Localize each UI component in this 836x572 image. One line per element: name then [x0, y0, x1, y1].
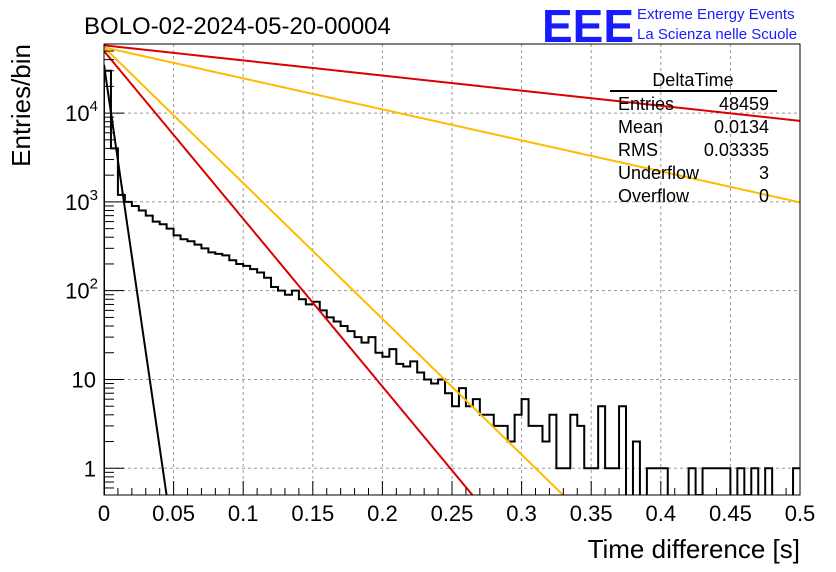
stats-label: Overflow	[618, 186, 690, 206]
y-tick-label: 102	[65, 276, 98, 304]
logo-text: EEE	[542, 0, 634, 52]
stats-label: Underflow	[618, 163, 700, 183]
x-tick-label: 0.4	[646, 501, 677, 526]
chart-title: BOLO-02-2024-05-20-00004	[84, 13, 391, 40]
stats-box: DeltaTime Entries 48459 Mean 0.0134 RMS 0.033…	[610, 70, 777, 206]
logo-line-1: Extreme Energy Events	[637, 6, 795, 23]
x-tick-label: 0.5	[785, 501, 816, 526]
x-tick-label: 0.2	[367, 501, 398, 526]
plot-area	[104, 44, 800, 495]
grid	[104, 44, 800, 495]
stats-label: Mean	[618, 117, 663, 137]
axis-ticks: 0 0.05 0.1 0.15 0.2 0.25 0.3 0.35 0.4 0.45 0.5 1 10 1…	[65, 43, 816, 526]
logo-line-2: La Scienza nelle Scuole	[637, 26, 797, 43]
stats-value: 3	[759, 163, 769, 183]
fit-red-steep-line	[104, 50, 474, 495]
y-tick-label: 10	[72, 367, 96, 392]
stats-value: 48459	[719, 94, 769, 114]
stats-title: DeltaTime	[652, 70, 733, 90]
plot-clip-group	[104, 44, 800, 495]
stats-label: RMS	[618, 140, 658, 160]
stats-value: 0.0134	[714, 117, 769, 137]
fit-orange-steep-line	[104, 46, 565, 495]
x-tick-label: 0.35	[570, 501, 613, 526]
stats-value: 0	[759, 186, 769, 206]
y-tick-label: 104	[65, 98, 98, 126]
x-tick-label: 0.15	[291, 501, 334, 526]
stats-label: Entries	[618, 94, 674, 114]
x-tick-label: 0	[98, 501, 110, 526]
x-tick-label: 0.45	[709, 501, 752, 526]
y-tick-label: 103	[65, 187, 98, 215]
x-tick-label: 0.05	[152, 501, 195, 526]
histogram-series	[104, 69, 800, 495]
x-tick-label: 0.3	[506, 501, 537, 526]
fit-steep-line	[104, 64, 168, 495]
x-tick-label: 0.25	[431, 501, 474, 526]
fit-orange-flat-line	[104, 46, 800, 204]
x-tick-label: 0.1	[228, 501, 259, 526]
x-axis-title: Time difference [s]	[588, 534, 800, 564]
stats-value: 0.03335	[704, 140, 769, 160]
eee-logo: EEE Extreme Energy Events La Scienza nel…	[542, 0, 797, 52]
fit-red-flat-line	[104, 44, 800, 122]
y-axis-title: Entries/bin	[6, 44, 36, 167]
y-tick-label: 1	[84, 456, 96, 481]
